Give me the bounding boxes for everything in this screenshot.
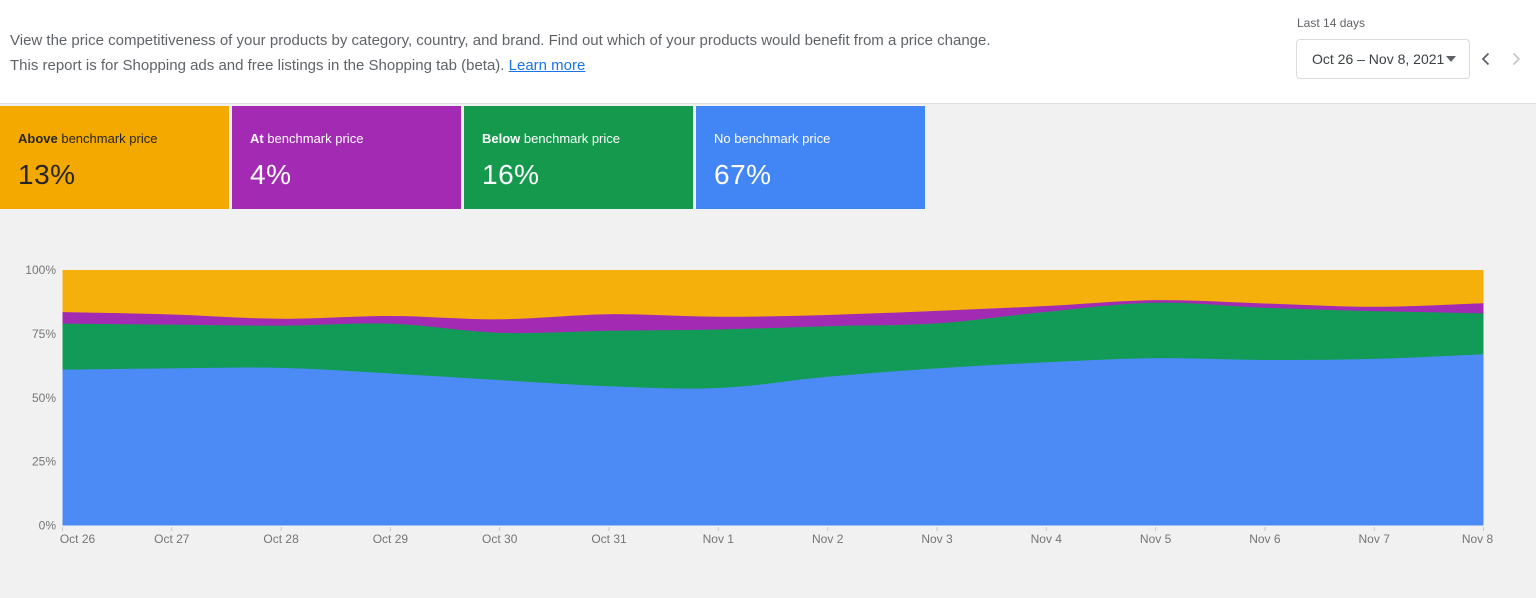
description-line-1: View the price competitiveness of your p… — [10, 28, 991, 53]
area-no-benchmark[interactable] — [62, 354, 1484, 526]
report-header: View the price competitiveness of your p… — [0, 0, 1536, 104]
card-label: Above benchmark price — [18, 131, 211, 146]
area-chart-canvas[interactable]: 0% 25% 50% 75% 100% Oct 26 Oct 27 Oct 28 Oct 29 O… — [0, 250, 1536, 580]
card-at-benchmark[interactable]: At benchmark price 4% — [232, 106, 461, 209]
card-label: No benchmark price — [714, 131, 907, 146]
x-axis-label: Nov 1 — [703, 532, 735, 546]
x-axis-label: Oct 28 — [263, 532, 299, 546]
card-label-rest: benchmark price — [263, 131, 364, 146]
description-text-1: View the price competitiveness of your p… — [10, 32, 991, 49]
previous-period-button[interactable] — [1474, 47, 1498, 71]
x-axis-label: Nov 8 — [1462, 532, 1494, 546]
y-axis-label: 75% — [32, 327, 56, 341]
card-above-benchmark[interactable]: Above benchmark price 13% — [0, 106, 229, 209]
dropdown-caret-icon — [1446, 56, 1456, 62]
description-text-2: This report is for Shopping ads and free… — [10, 57, 505, 74]
chevron-left-icon — [1481, 52, 1490, 66]
next-period-button[interactable] — [1504, 47, 1528, 71]
card-label-bold: Above — [18, 131, 58, 146]
card-no-benchmark[interactable]: No benchmark price 67% — [696, 106, 925, 209]
stacked-area-chart[interactable]: 0% 25% 50% 75% 100% Oct 26 Oct 27 Oct 28 Oct 29 O… — [0, 250, 1536, 580]
x-axis-label: Oct 27 — [154, 532, 190, 546]
card-label-rest: benchmark price — [520, 131, 621, 146]
card-label-rest: No benchmark price — [714, 131, 831, 146]
card-label: At benchmark price — [250, 131, 443, 146]
x-axis-label: Nov 2 — [812, 532, 844, 546]
card-value: 4% — [250, 159, 292, 190]
date-range-select[interactable]: Oct 26 – Nov 8, 2021 — [1296, 39, 1470, 79]
date-range-caption: Last 14 days — [1297, 16, 1366, 30]
x-axis-label: Nov 5 — [1140, 532, 1172, 546]
card-below-benchmark[interactable]: Below benchmark price 16% — [464, 106, 693, 209]
learn-more-link[interactable]: Learn more — [508, 57, 586, 74]
chevron-right-icon — [1512, 52, 1521, 66]
card-value: 67% — [714, 159, 772, 190]
x-axis-label: Oct 26 — [60, 532, 96, 546]
benchmark-summary-cards: Above benchmark price 13% At benchmark p… — [0, 106, 925, 209]
description-line-2: This report is for Shopping ads and free… — [10, 53, 991, 78]
y-axis-label: 25% — [32, 455, 56, 469]
x-axis-label: Nov 4 — [1031, 532, 1063, 546]
x-axis-label: Oct 29 — [373, 532, 409, 546]
x-axis-label: Nov 7 — [1359, 532, 1391, 546]
card-value: 13% — [18, 159, 76, 190]
x-axis-label: Oct 30 — [482, 532, 518, 546]
y-axis-label: 0% — [39, 519, 57, 533]
card-label: Below benchmark price — [482, 131, 675, 146]
x-axis-label: Nov 3 — [921, 532, 953, 546]
card-value: 16% — [482, 159, 540, 190]
x-axis-label: Nov 6 — [1249, 532, 1281, 546]
x-axis-label: Oct 31 — [591, 532, 627, 546]
y-axis-label: 50% — [32, 391, 56, 405]
y-axis-label: 100% — [25, 263, 56, 277]
card-label-rest: benchmark price — [57, 131, 158, 146]
date-range-value: Oct 26 – Nov 8, 2021 — [1312, 51, 1445, 67]
card-label-bold: Below — [482, 131, 521, 146]
card-label-bold: At — [250, 131, 264, 146]
report-description: View the price competitiveness of your p… — [10, 28, 991, 78]
